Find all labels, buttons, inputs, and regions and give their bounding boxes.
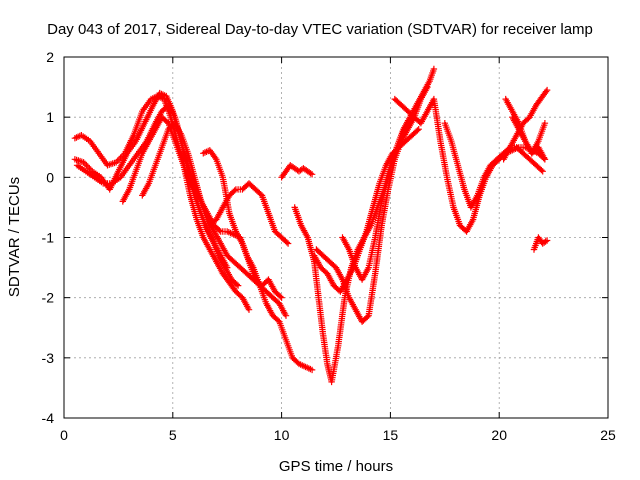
y-tick-label: 1 — [46, 109, 54, 125]
y-tick-label: 2 — [46, 49, 54, 65]
data-series-17 — [502, 95, 549, 157]
data-series-7 — [200, 147, 285, 301]
y-tick-label: 0 — [46, 169, 54, 185]
x-tick-label: 20 — [491, 427, 507, 443]
axis-ticks: 0 5 10 15 20 25 -4 -3 -2 -1 0 1 2 — [42, 49, 616, 443]
series-points — [391, 95, 549, 235]
chart-title: Day 043 of 2017, Sidereal Day-to-day VTE… — [47, 21, 593, 38]
x-tick-label: 15 — [383, 427, 399, 443]
x-tick-label: 0 — [60, 427, 68, 443]
data-points — [71, 65, 551, 386]
data-series-8 — [278, 162, 316, 181]
y-tick-label: -4 — [42, 410, 55, 426]
series-points — [502, 95, 549, 157]
y-axis-label: SDTVAR / TECUs — [6, 177, 23, 297]
series-points — [278, 162, 316, 181]
x-tick-label: 5 — [169, 427, 177, 443]
series-points — [530, 234, 551, 253]
series-points — [339, 114, 418, 283]
y-tick-label: -1 — [42, 230, 55, 246]
x-tick-label: 10 — [274, 427, 290, 443]
y-tick-label: -3 — [42, 350, 55, 366]
data-series-6 — [180, 150, 292, 247]
series-points — [200, 147, 285, 301]
x-tick-label: 25 — [600, 427, 616, 443]
x-axis-label: GPS time / hours — [279, 458, 393, 475]
y-tick-label: -2 — [42, 290, 55, 306]
data-series-18 — [530, 234, 551, 253]
data-series-13 — [391, 95, 549, 235]
series-points — [180, 150, 292, 247]
data-series-12 — [339, 114, 418, 283]
